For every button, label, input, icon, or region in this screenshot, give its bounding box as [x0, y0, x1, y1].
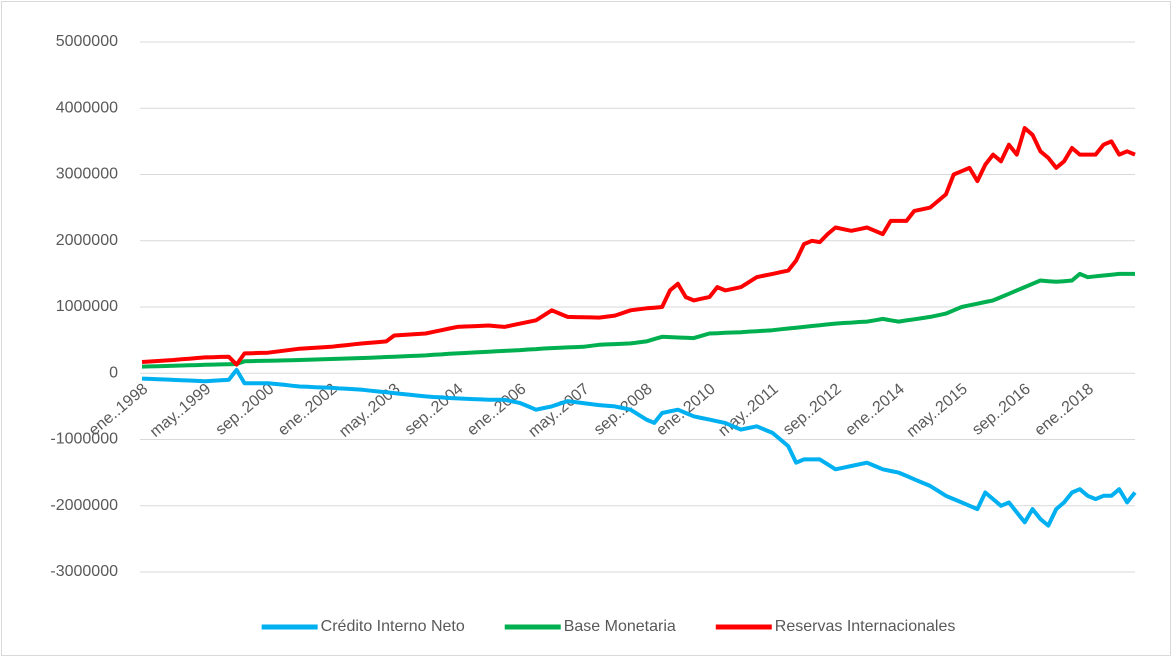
- y-tick-label: 4000000: [56, 99, 118, 116]
- legend-label: Base Monetaria: [564, 618, 676, 635]
- y-tick-label: 0: [109, 364, 118, 381]
- series-line: [141, 126, 1136, 367]
- series-line: [141, 271, 1135, 369]
- legend: Crédito Interno Neto Base Monetaria Reserv…: [261, 618, 956, 635]
- series-line: [141, 367, 1137, 528]
- y-tick-label: -1000000: [50, 431, 118, 448]
- y-tick-label: 1000000: [56, 298, 118, 315]
- y-tick-label: 2000000: [56, 232, 118, 249]
- y-tick-label: 3000000: [56, 166, 118, 183]
- y-tick-label: -3000000: [50, 563, 118, 580]
- legend-label: Crédito Interno Neto: [321, 618, 465, 635]
- y-tick-label: 5000000: [56, 33, 118, 50]
- y-tick-label: -2000000: [50, 497, 118, 514]
- legend-label: Reservas Internacionales: [775, 618, 956, 635]
